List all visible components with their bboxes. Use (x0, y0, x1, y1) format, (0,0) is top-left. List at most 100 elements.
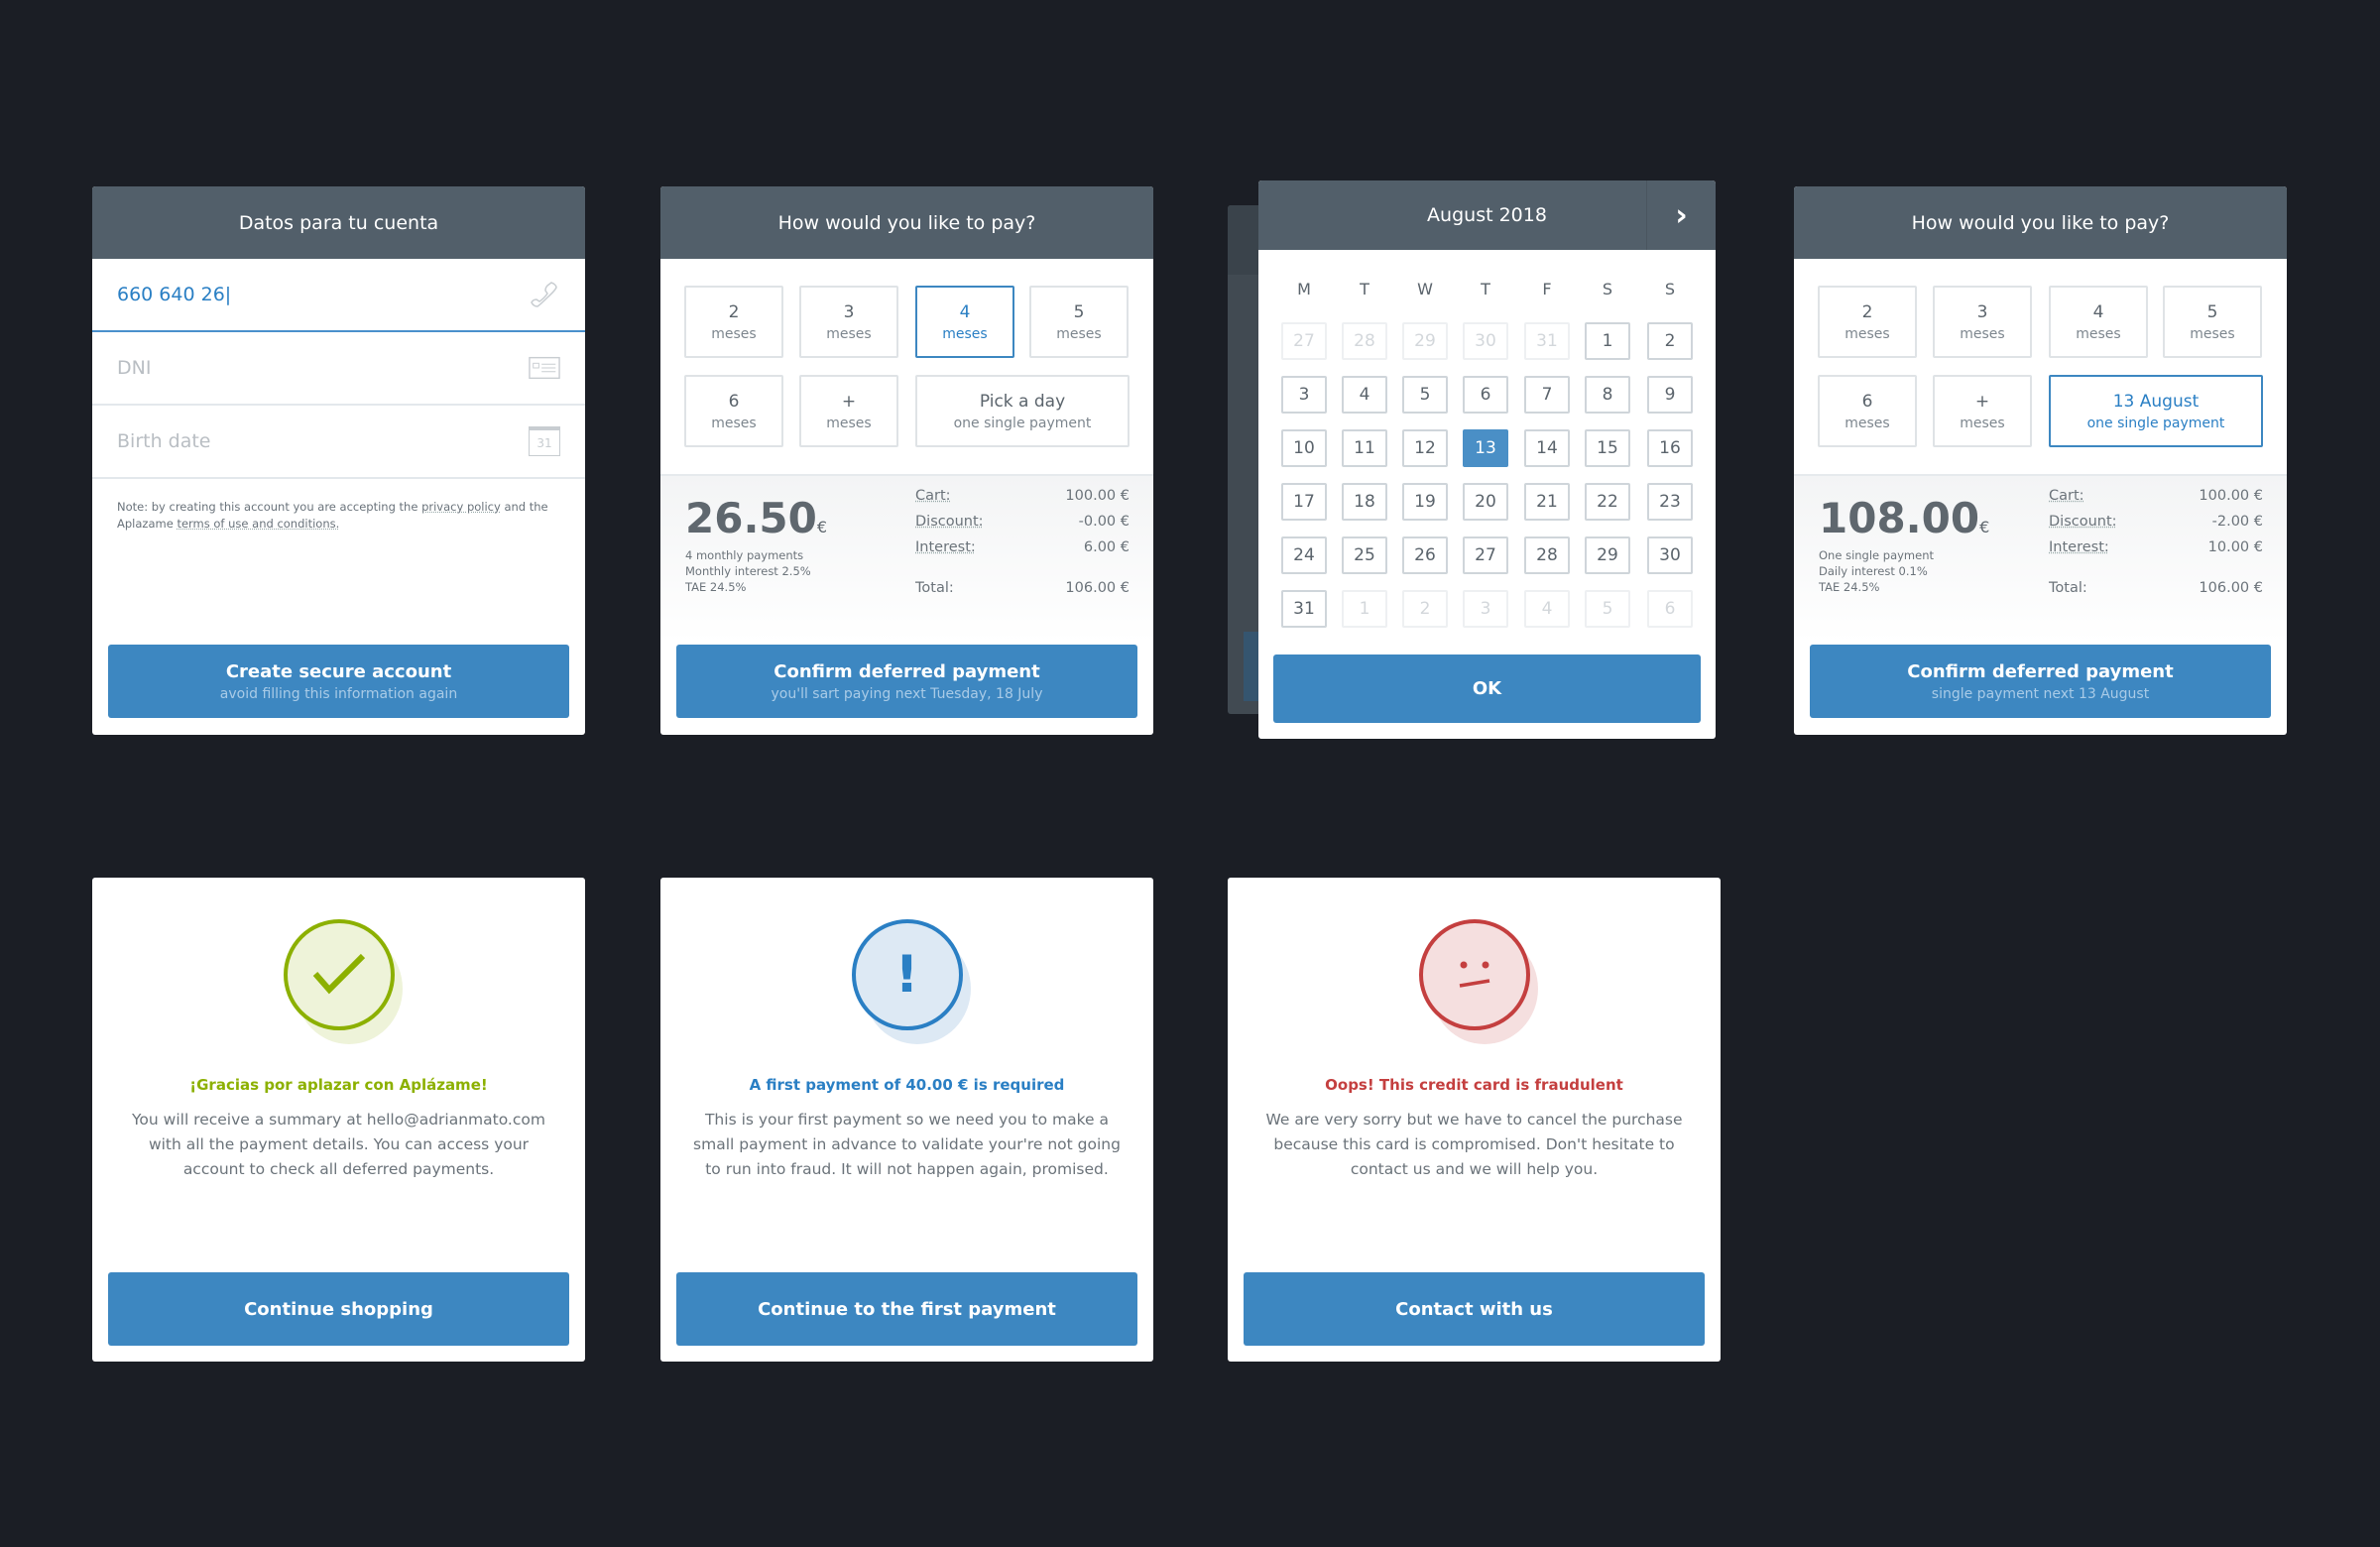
success-card: ¡Gracias por aplazar con Aplázame! You w… (92, 878, 585, 1362)
calendar-day[interactable]: 22 (1585, 483, 1630, 521)
continue-first-payment-button[interactable]: Continue to the first payment (676, 1272, 1137, 1346)
error-title: Oops! This credit card is fraudulent (1325, 1076, 1623, 1094)
phone-value: 660 640 26| (117, 284, 232, 305)
terms-note: Note: by creating this account you are a… (117, 500, 548, 531)
payment-amount: 108.00€ (1819, 494, 1990, 542)
option-6[interactable]: 6 meses (684, 375, 783, 447)
weekday-header: S (1664, 280, 1676, 298)
payment-summary: 108.00€ One single payment Daily interest… (1794, 474, 2287, 643)
discount-row: Discount: -2.00 € (2049, 514, 2263, 530)
calendar-day[interactable]: 20 (1463, 483, 1508, 521)
option-more[interactable]: + meses (1933, 375, 2032, 447)
option-label: meses (826, 415, 872, 431)
calendar-day-selected[interactable]: 13 (1463, 429, 1508, 467)
calendar-day[interactable]: 17 (1281, 483, 1327, 521)
calendar-day[interactable]: 24 (1281, 536, 1327, 574)
id-card-icon (529, 353, 560, 383)
calendar-day[interactable]: 19 (1402, 483, 1448, 521)
calendar-day[interactable]: 11 (1342, 429, 1387, 467)
calendar-day[interactable]: 12 (1402, 429, 1448, 467)
option-value: + (1974, 391, 1990, 412)
option-2[interactable]: 2 meses (684, 286, 783, 358)
option-4[interactable]: 4 meses (915, 286, 1014, 358)
option-5[interactable]: 5 meses (2163, 286, 2262, 358)
calendar-day[interactable]: 18 (1342, 483, 1387, 521)
calendar-day[interactable]: 31 (1281, 590, 1327, 628)
contact-button[interactable]: Contact with us (1244, 1272, 1705, 1346)
option-label: meses (2190, 325, 2235, 342)
option-more[interactable]: + meses (799, 375, 898, 447)
calendar-day[interactable]: 29 (1585, 536, 1630, 574)
calendar-icon: 31 (529, 426, 560, 456)
option-value: Pick a day (979, 391, 1066, 412)
next-month-button[interactable]: › (1646, 180, 1716, 250)
privacy-policy-link[interactable]: privacy policy (421, 500, 501, 514)
dni-input[interactable]: DNI (92, 332, 585, 406)
confirm-payment-button[interactable]: Confirm deferred payment single payment … (1810, 645, 2271, 718)
option-value: 3 (1976, 301, 1988, 322)
option-pick-a-day[interactable]: Pick a day one single payment (915, 375, 1130, 447)
success-title: ¡Gracias por aplazar con Aplázame! (189, 1076, 488, 1094)
calendar-day[interactable]: 10 (1281, 429, 1327, 467)
option-4[interactable]: 4 meses (2049, 286, 2148, 358)
calendar-day[interactable]: 25 (1342, 536, 1387, 574)
birth-date-input[interactable]: Birth date 31 (92, 406, 585, 479)
option-label: meses (1056, 325, 1102, 342)
cart-row: Cart: 100.00 € (2049, 488, 2263, 504)
calendar-day[interactable]: 28 (1524, 536, 1570, 574)
calendar-day: 5 (1585, 590, 1630, 628)
option-5[interactable]: 5 meses (1029, 286, 1129, 358)
interest-row: Interest: 6.00 € (915, 539, 1130, 555)
calendar-day[interactable]: 8 (1585, 376, 1630, 414)
option-13-august[interactable]: 13 August one single payment (2049, 375, 2263, 447)
calendar-day[interactable]: 26 (1402, 536, 1448, 574)
option-3[interactable]: 3 meses (799, 286, 898, 358)
calendar-day[interactable]: 15 (1585, 429, 1630, 467)
error-message: We are very sorry but we have to cancel … (1265, 1111, 1683, 1178)
installment-amount: 26.50€ (685, 494, 828, 542)
continue-shopping-button[interactable]: Continue shopping (108, 1272, 569, 1346)
calendar-day[interactable]: 7 (1524, 376, 1570, 414)
price-breakdown: Cart: 100.00 € Discount: -2.00 € Interest:… (2049, 488, 2263, 606)
calendar-day: 27 (1281, 322, 1327, 360)
phone-input[interactable]: 660 640 26| (92, 259, 585, 332)
info-title: A first payment of 40.00 € is required (749, 1076, 1065, 1094)
calendar-day[interactable]: 30 (1647, 536, 1693, 574)
calendar-day[interactable]: 3 (1281, 376, 1327, 414)
calendar-month: August 2018 (1427, 204, 1547, 226)
account-title: Datos para tu cuenta (238, 211, 439, 234)
calendar-day[interactable]: 23 (1647, 483, 1693, 521)
option-label: one single payment (953, 415, 1092, 431)
option-label: meses (1844, 415, 1890, 431)
option-value: 4 (959, 301, 971, 322)
exclamation-icon: ! (851, 919, 963, 1030)
calendar-day[interactable]: 6 (1463, 376, 1508, 414)
option-6[interactable]: 6 meses (1818, 375, 1917, 447)
option-value: 5 (1073, 301, 1085, 322)
payment-summary: 26.50€ 4 monthly payments Monthly interes… (660, 474, 1153, 643)
calendar-day: 31 (1524, 322, 1570, 360)
calendar-day[interactable]: 16 (1647, 429, 1693, 467)
option-3[interactable]: 3 meses (1933, 286, 2032, 358)
calendar-day[interactable]: 14 (1524, 429, 1570, 467)
option-2[interactable]: 2 meses (1818, 286, 1917, 358)
calendar-day[interactable]: 21 (1524, 483, 1570, 521)
checkmark-icon (283, 919, 395, 1030)
calendar-day[interactable]: 5 (1402, 376, 1448, 414)
calendar-day[interactable]: 4 (1342, 376, 1387, 414)
option-label: meses (711, 325, 757, 342)
calendar-day[interactable]: 2 (1647, 322, 1693, 360)
confirm-payment-button[interactable]: Confirm deferred payment you'll sart pay… (676, 645, 1137, 718)
interest-row: Interest: 10.00 € (2049, 539, 2263, 555)
calendar-day[interactable]: 1 (1585, 322, 1630, 360)
create-account-button[interactable]: Create secure account avoid filling this… (108, 645, 569, 718)
weekday-header: F (1542, 280, 1552, 298)
weekday-header: T (1481, 280, 1490, 298)
ok-button[interactable]: OK (1273, 654, 1701, 723)
phone-icon (529, 280, 560, 309)
calendar-day[interactable]: 27 (1463, 536, 1508, 574)
option-label: one single payment (2086, 415, 2225, 431)
calendar-day[interactable]: 9 (1647, 376, 1693, 414)
option-value: 4 (2092, 301, 2104, 322)
terms-link[interactable]: terms of use and conditions. (177, 517, 340, 531)
